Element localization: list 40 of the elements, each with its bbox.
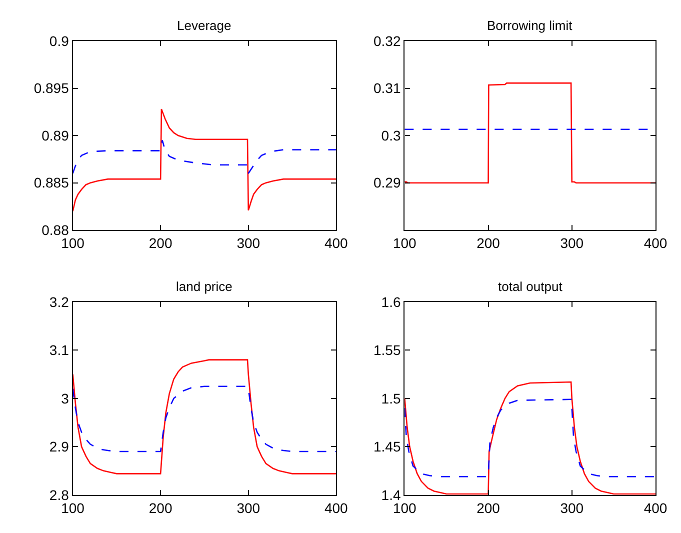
y-tick-label: 0.31 — [374, 80, 401, 96]
y-tick-label: 0.885 — [34, 174, 70, 191]
x-tick-label: 300 — [236, 500, 260, 516]
y-tick-label: 3 — [61, 390, 70, 406]
chart-title: Borrowing limit — [487, 18, 573, 33]
line-series — [404, 82, 656, 184]
x-tick-label: 400 — [644, 235, 668, 252]
y-tick-label: 0.895 — [34, 80, 70, 96]
y-tick-label: 0.29 — [374, 174, 401, 191]
y-tick-label: 1.5 — [381, 390, 401, 406]
x-tick-label: 300 — [236, 235, 260, 252]
x-tick-label: 300 — [560, 235, 584, 252]
x-tick-label: 300 — [560, 500, 584, 516]
y-tick-label: 3.1 — [49, 342, 70, 358]
x-tick-label: 200 — [476, 500, 500, 516]
y-tick-label: 2.9 — [49, 438, 70, 455]
x-tick-label: 200 — [148, 500, 172, 516]
line-series — [404, 398, 656, 478]
y-tick-label: 1.55 — [374, 342, 401, 358]
y-tick-label: 1.45 — [374, 438, 401, 455]
chart-title: total output — [498, 279, 563, 294]
y-tick-label: 3.2 — [49, 294, 70, 310]
x-tick-label: 200 — [476, 235, 500, 252]
x-tick-label: 400 — [324, 500, 348, 516]
x-tick-label: 100 — [392, 235, 417, 252]
y-tick-label: 1.6 — [381, 294, 401, 310]
chart-title: Leverage — [177, 18, 232, 33]
line-series — [72, 386, 336, 452]
line-series — [72, 108, 336, 212]
x-tick-label: 400 — [644, 500, 668, 516]
y-tick-label: 0.32 — [374, 32, 401, 49]
y-tick-label: 0.9 — [49, 32, 70, 49]
line-series — [404, 381, 656, 495]
line-series — [72, 359, 336, 474]
y-tick-label: 0.3 — [381, 127, 401, 144]
line-series — [72, 140, 336, 174]
chart-title: land price — [176, 279, 232, 294]
x-tick-label: 200 — [148, 235, 172, 252]
y-tick-label: 0.89 — [42, 127, 70, 144]
x-tick-label: 400 — [324, 235, 348, 252]
